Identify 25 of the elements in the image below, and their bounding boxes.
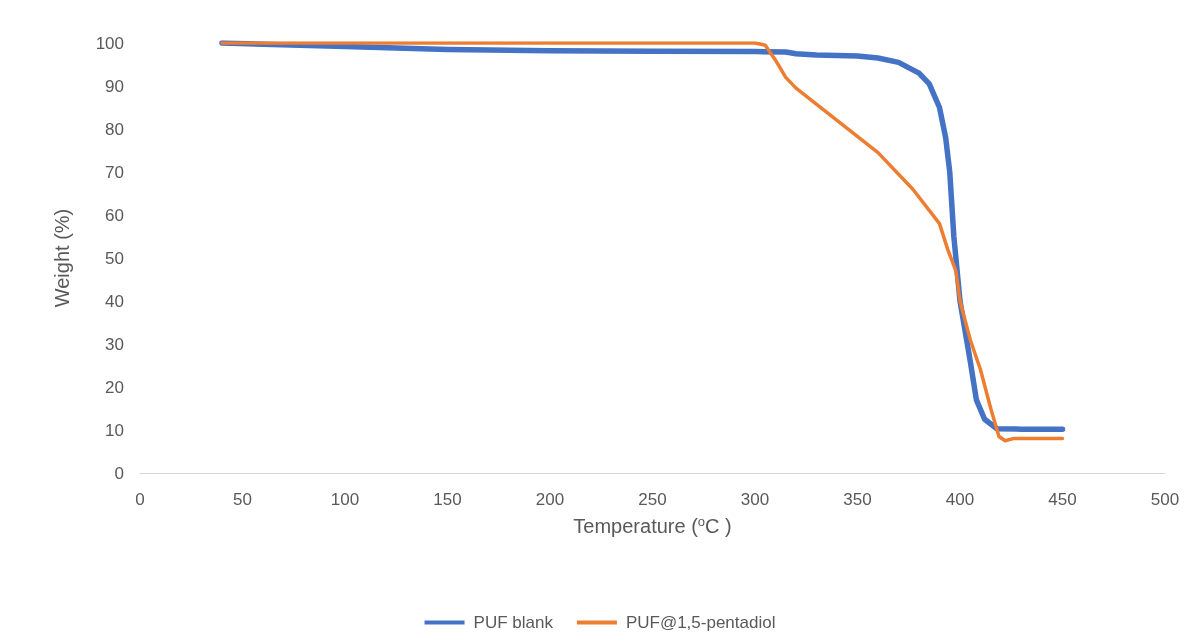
x-tick-label: 150 [433, 490, 462, 509]
y-tick-label: 20 [105, 377, 124, 397]
x-tick-label: 0 [135, 490, 145, 509]
x-tick-label: 200 [535, 490, 565, 509]
x-tick-label: 350 [843, 490, 872, 509]
x-tick-label: 100 [330, 490, 360, 509]
y-tick-label: 90 [105, 76, 124, 96]
y-tick-label: 80 [105, 119, 124, 139]
legend-label: PUF@1,5-pentadiol [625, 613, 776, 632]
x-tick-label: 450 [1048, 490, 1077, 509]
y-tick-label: 0 [114, 463, 124, 483]
y-tick-label: 30 [105, 334, 124, 354]
y-tick-label: 100 [95, 33, 124, 53]
legend-label: PUF blank [473, 613, 554, 632]
x-tick-label: 250 [638, 490, 667, 509]
y-tick-label: 10 [105, 420, 124, 440]
y-tick-label: 40 [105, 291, 124, 311]
x-tick-label: 300 [740, 490, 770, 509]
y-tick-label: 70 [105, 162, 124, 182]
x-tick-label: 500 [1150, 490, 1180, 509]
x-tick-label: 50 [233, 490, 252, 509]
y-tick-label: 50 [105, 248, 124, 268]
y-axis-title: Weight (%) [51, 208, 73, 308]
x-tick-label: 400 [945, 490, 975, 509]
y-tick-label: 60 [105, 205, 124, 225]
